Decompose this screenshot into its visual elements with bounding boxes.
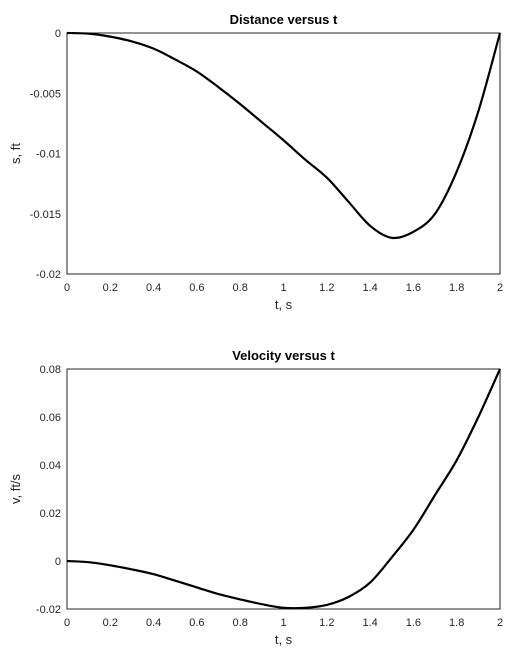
velocity-plot-area [66, 368, 501, 610]
velocity-x-tick-label: 1 [280, 617, 286, 629]
distance-x-tick-label: 0.6 [189, 282, 204, 294]
velocity-y-label: v, ft/s [8, 473, 23, 504]
velocity-curve [66, 368, 502, 610]
velocity-x-tick-label: 2 [497, 617, 503, 629]
velocity-x-tick-label: 0.4 [146, 617, 161, 629]
distance-x-tick-label: 1.8 [449, 282, 464, 294]
distance-x-tick-label: 1.6 [406, 282, 421, 294]
distance-x-tick-label: 2 [497, 282, 503, 294]
distance-plot: 0 0.2 0.4 0.6 0.8 1 1.2 1.4 1.6 1.8 2 0 -0.005 -0.01 -… [8, 12, 503, 312]
velocity-y-tick-label: 0.06 [40, 412, 61, 424]
distance-y-tick-label: -0.01 [36, 149, 61, 161]
distance-title: Distance versus t [230, 12, 338, 27]
distance-curve [66, 31, 502, 240]
distance-x-tick-label: 1.2 [319, 282, 334, 294]
distance-y-tick-label: 0 [55, 28, 61, 40]
velocity-x-tick-label: 1.8 [449, 617, 464, 629]
distance-x-tick-label: 0.2 [103, 282, 118, 294]
velocity-y-tick-label: 0.04 [40, 460, 61, 472]
velocity-y-tick-label: 0.08 [40, 364, 61, 376]
distance-x-tick-label: 1 [280, 282, 286, 294]
velocity-x-tick-label: 0.2 [103, 617, 118, 629]
distance-plot-area [66, 32, 501, 275]
distance-x-tick-label: 1.4 [362, 282, 377, 294]
velocity-y-tick-label: -0.02 [36, 604, 61, 616]
distance-x-tick-label: 0.8 [233, 282, 248, 294]
velocity-x-tick-label: 1.6 [406, 617, 421, 629]
distance-y-label: s, ft [8, 143, 23, 164]
velocity-x-label: t, s [275, 632, 293, 647]
velocity-x-tick-label: 1.4 [362, 617, 377, 629]
distance-x-tick-label: 0.4 [146, 282, 161, 294]
distance-y-tick-label: -0.005 [30, 88, 61, 100]
velocity-x-tick-label: 0 [64, 617, 70, 629]
velocity-x-tick-label: 1.2 [319, 617, 334, 629]
velocity-title: Velocity versus t [232, 348, 335, 363]
distance-y-tick-label: -0.015 [30, 209, 61, 221]
distance-x-label: t, s [275, 297, 293, 312]
distance-x-tick-label: 0 [64, 282, 70, 294]
velocity-x-tick-label: 0.6 [189, 617, 204, 629]
velocity-x-tick-label: 0.8 [233, 617, 248, 629]
velocity-plot: 0 0.2 0.4 0.6 0.8 1 1.2 1.4 1.6 1.8 2 0.08 0.06 0.04 0… [8, 348, 503, 647]
velocity-y-tick-label: 0 [55, 556, 61, 568]
distance-y-tick-label: -0.02 [36, 269, 61, 281]
velocity-y-tick-label: 0.02 [40, 508, 61, 520]
